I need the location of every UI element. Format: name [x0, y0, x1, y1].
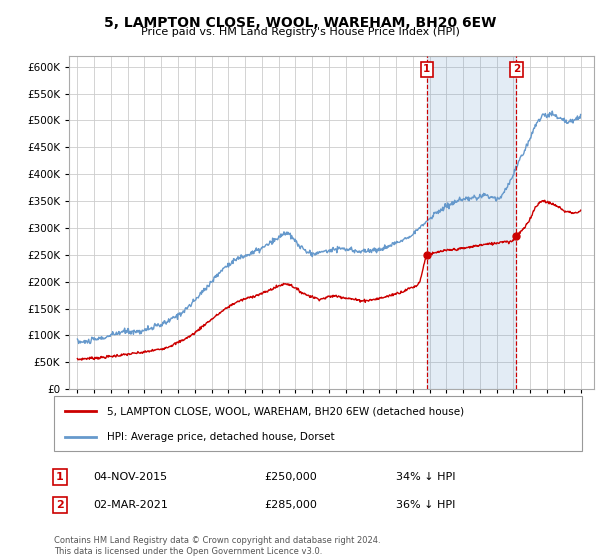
FancyBboxPatch shape	[54, 396, 582, 451]
Text: 2: 2	[56, 500, 64, 510]
Text: 02-MAR-2021: 02-MAR-2021	[93, 500, 168, 510]
Text: HPI: Average price, detached house, Dorset: HPI: Average price, detached house, Dors…	[107, 432, 334, 442]
Text: £285,000: £285,000	[264, 500, 317, 510]
Text: 36% ↓ HPI: 36% ↓ HPI	[396, 500, 455, 510]
Text: 5, LAMPTON CLOSE, WOOL, WAREHAM, BH20 6EW: 5, LAMPTON CLOSE, WOOL, WAREHAM, BH20 6E…	[104, 16, 496, 30]
Text: Price paid vs. HM Land Registry's House Price Index (HPI): Price paid vs. HM Land Registry's House …	[140, 27, 460, 37]
Text: 1: 1	[56, 472, 64, 482]
Text: 2: 2	[513, 64, 520, 74]
Text: Contains HM Land Registry data © Crown copyright and database right 2024.
This d: Contains HM Land Registry data © Crown c…	[54, 536, 380, 556]
Text: 5, LAMPTON CLOSE, WOOL, WAREHAM, BH20 6EW (detached house): 5, LAMPTON CLOSE, WOOL, WAREHAM, BH20 6E…	[107, 407, 464, 416]
Text: 04-NOV-2015: 04-NOV-2015	[93, 472, 167, 482]
Text: 1: 1	[423, 64, 430, 74]
Bar	[427, 56, 517, 389]
Text: 34% ↓ HPI: 34% ↓ HPI	[396, 472, 455, 482]
Text: £250,000: £250,000	[264, 472, 317, 482]
